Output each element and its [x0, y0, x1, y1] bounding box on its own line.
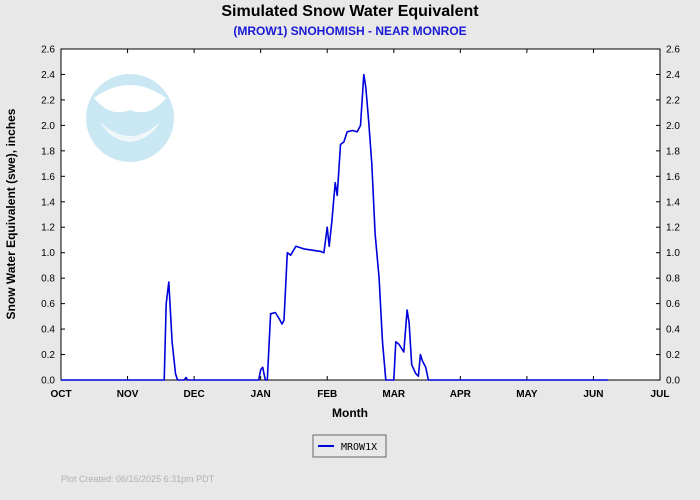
x-axis-title: Month	[332, 406, 368, 420]
y-tick-label-left: 2.6	[41, 45, 55, 56]
legend: MROW1X	[312, 434, 387, 458]
y-tick-label-right: 0.4	[666, 325, 680, 336]
plot-created-footer: Plot Created: 06/16/2025 6:31pm PDT	[61, 474, 215, 484]
chart-subtitle: (MROW1) SNOHOMISH - NEAR MONROE	[233, 24, 466, 38]
x-tick-label: JAN	[251, 389, 271, 400]
chart-title: Simulated Snow Water Equivalent	[221, 3, 479, 20]
legend-label: MROW1X	[341, 442, 377, 453]
y-tick-label-left: 2.2	[41, 95, 55, 106]
x-tick-label: JUL	[651, 389, 670, 400]
watermark-text: NOAA	[111, 91, 150, 106]
y-tick-label-right: 0.8	[666, 274, 680, 285]
legend-box	[312, 434, 387, 458]
y-axis-title: Snow Water Equivalent (swe), inches	[4, 108, 18, 319]
y-tick-label-right: 1.2	[666, 223, 680, 234]
y-tick-label-left: 0.0	[41, 376, 55, 387]
y-tick-label-right: 2.4	[666, 70, 680, 81]
y-tick-label-left: 1.8	[41, 146, 55, 157]
y-tick-label-right: 1.0	[666, 248, 680, 259]
x-tick-label: MAY	[516, 389, 538, 400]
y-tick-label-left: 1.4	[41, 197, 55, 208]
y-tick-label-right: 1.8	[666, 146, 680, 157]
x-tick-label: NOV	[117, 389, 139, 400]
x-axis: OCT NOV DEC JAN FEB MAR APR MAY JUN JUL	[50, 49, 669, 400]
noaa-logo-icon: NOAA	[86, 74, 174, 162]
y-tick-label-right: 2.2	[666, 95, 680, 106]
y-tick-label-right: 2.0	[666, 121, 680, 132]
y-tick-label-right: 0.6	[666, 299, 680, 310]
y-tick-label-right: 0.0	[666, 376, 680, 387]
y-tick-label-right: 1.6	[666, 172, 680, 183]
y-tick-label-left: 0.4	[41, 325, 55, 336]
series-layer	[61, 73, 609, 381]
x-tick-label: APR	[450, 389, 472, 400]
y-tick-label-right: 1.4	[666, 197, 680, 208]
y-tick-label-right: 0.2	[666, 350, 680, 361]
y-tick-label-left: 2.0	[41, 121, 55, 132]
y-tick-label-left: 1.6	[41, 172, 55, 183]
series-line-mrow1x	[61, 73, 609, 381]
y-axis-right: 0.0 0.2 0.4 0.6 0.8 1.0 1.2 1.4 1.6 1.8 2.0 2.2 2.4 2…	[656, 45, 680, 387]
x-tick-label: MAR	[382, 389, 406, 400]
y-tick-label-left: 0.2	[41, 350, 55, 361]
y-tick-label-right: 2.6	[666, 45, 680, 56]
y-tick-label-left: 0.8	[41, 274, 55, 285]
y-tick-label-left: 1.0	[41, 248, 55, 259]
x-tick-label: DEC	[184, 389, 205, 400]
x-tick-label: JUN	[583, 389, 603, 400]
y-axis-left: 0.0 0.2 0.4 0.6 0.8 1.0 1.2 1.4 1.6 1.8 2.0 2.2 2.4 2…	[41, 45, 65, 387]
y-tick-label-left: 1.2	[41, 223, 55, 234]
y-tick-label-left: 0.6	[41, 299, 55, 310]
x-tick-label: OCT	[50, 389, 71, 400]
x-tick-label: FEB	[317, 389, 337, 400]
y-tick-label-left: 2.4	[41, 70, 55, 81]
